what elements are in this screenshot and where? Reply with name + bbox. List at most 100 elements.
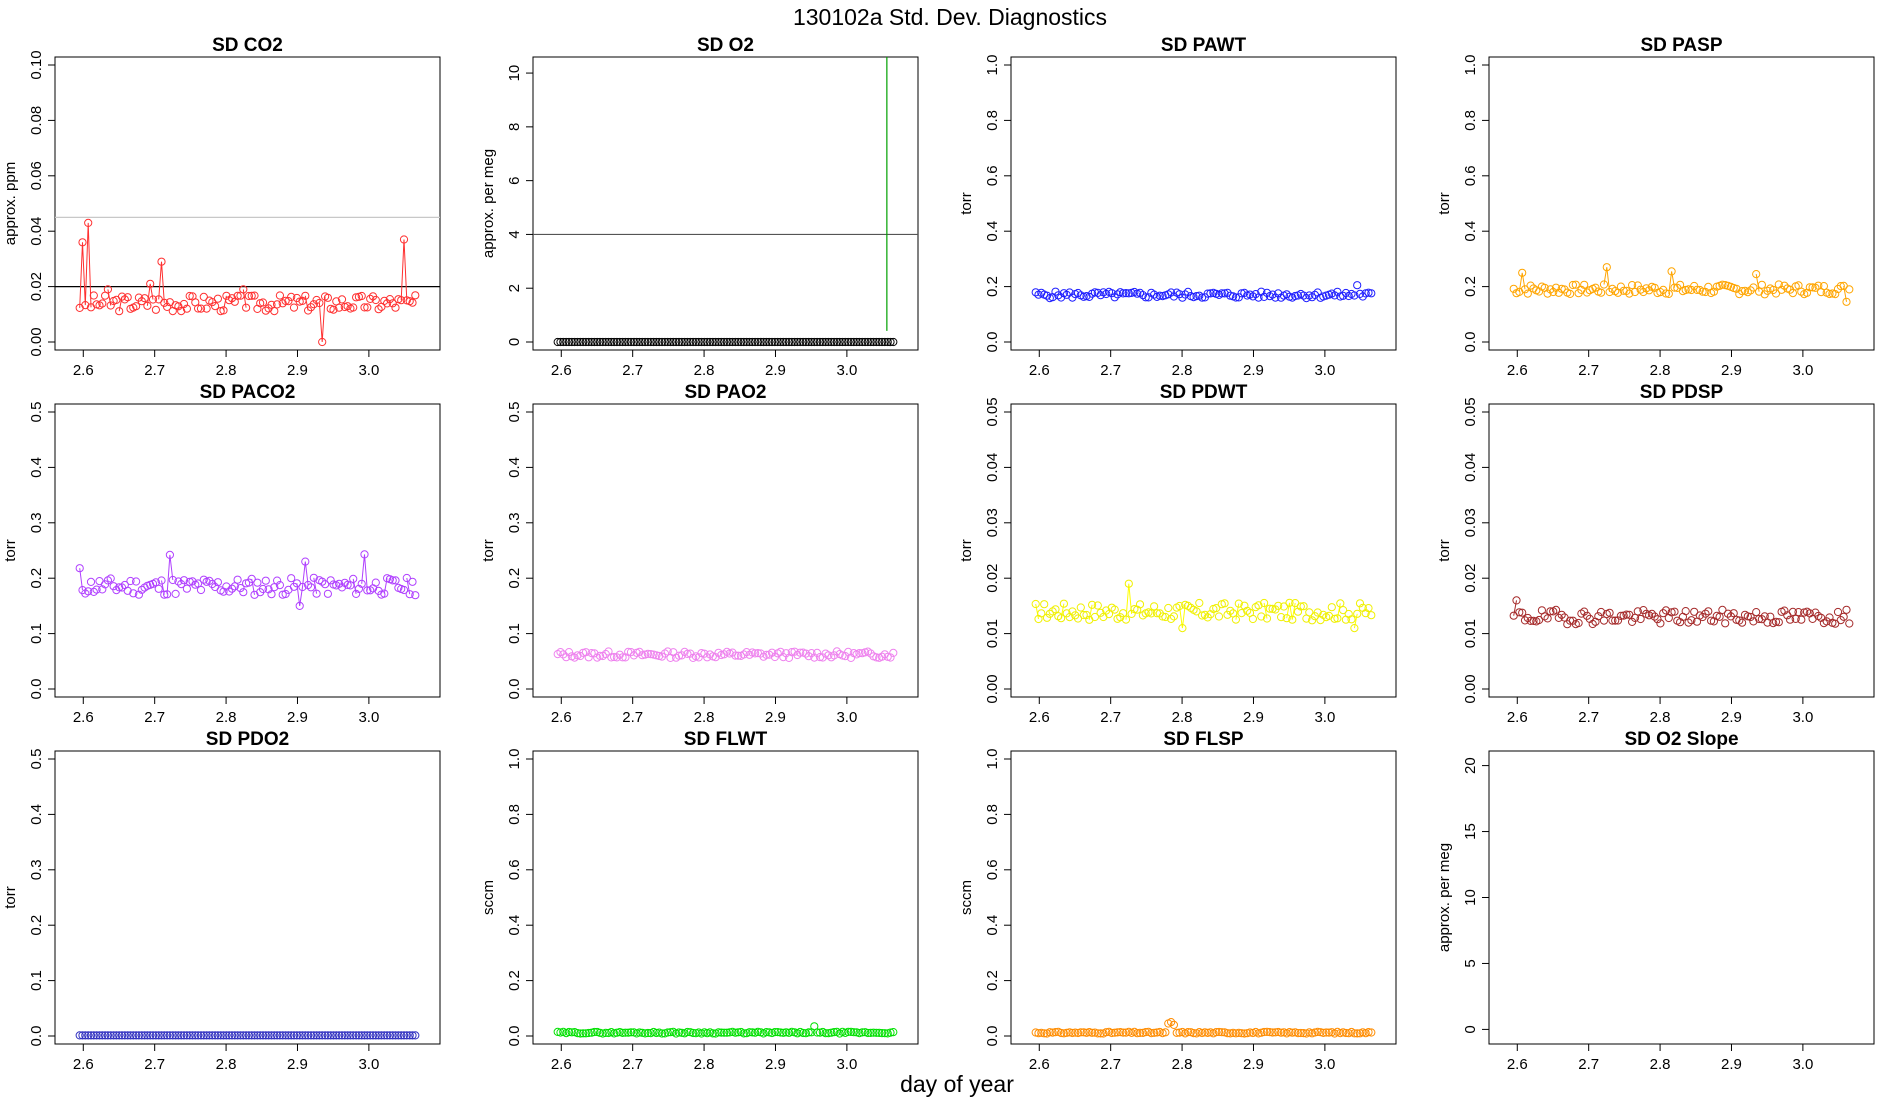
data-point [1687, 616, 1696, 625]
data-point [790, 337, 799, 347]
data-point [75, 1031, 84, 1040]
y-tick-label: 0.00 [1462, 674, 1479, 703]
data-point [1808, 283, 1817, 292]
data-point [216, 1031, 225, 1040]
data-point [1231, 615, 1241, 624]
data-point [318, 577, 327, 586]
data-point [1551, 605, 1561, 615]
data-point [1749, 617, 1758, 626]
data-point [191, 1031, 200, 1040]
data-point [556, 1028, 565, 1037]
data-point [762, 650, 771, 659]
data-point [689, 337, 698, 347]
y-axis-label: approx. per meg [480, 149, 497, 258]
x-tick-label: 3.0 [1314, 362, 1335, 379]
data-point [374, 305, 383, 314]
data-point [205, 1031, 214, 1040]
x-tick-label: 2.7 [144, 709, 165, 726]
data-point [137, 1031, 146, 1040]
data-point [1647, 609, 1657, 619]
data-point [1616, 611, 1626, 621]
data-point [1529, 616, 1538, 626]
data-point [179, 299, 189, 309]
data-point [657, 1029, 667, 1038]
x-tick-label: 2.9 [765, 1056, 786, 1073]
data-point [1568, 280, 1578, 290]
data-point [683, 1027, 692, 1037]
y-tick-label: 0.01 [1462, 619, 1479, 648]
data-point [1248, 614, 1258, 624]
data-point [242, 303, 251, 312]
data-point [1330, 614, 1339, 623]
y-tick-label: 0.2 [506, 568, 523, 589]
data-point [556, 337, 565, 347]
y-tick-label: 0.6 [984, 165, 1001, 186]
data-point [329, 1031, 338, 1040]
data-point [1096, 291, 1105, 300]
data-point [1664, 289, 1673, 298]
x-tick-label: 2.8 [1650, 709, 1671, 726]
data-point [106, 301, 115, 310]
data-point [1279, 602, 1289, 611]
data-point [411, 1031, 420, 1040]
data-point [866, 649, 875, 658]
data-point [1339, 291, 1348, 300]
data-point [1248, 292, 1258, 301]
x-tick-label: 2.6 [73, 709, 94, 726]
data-point [849, 337, 858, 347]
chart-title: SD O2 Slope [1624, 729, 1738, 750]
data-point [244, 1031, 253, 1040]
data-point [337, 295, 347, 304]
data-point [360, 1031, 369, 1040]
data-point [635, 337, 644, 347]
data-point [1653, 615, 1662, 624]
data-point [703, 653, 712, 662]
data-point [1195, 598, 1204, 608]
data-point [366, 294, 375, 303]
x-tick-label: 2.7 [144, 362, 165, 379]
data-point [1260, 1027, 1269, 1037]
x-tick-label: 2.9 [287, 1056, 308, 1073]
data-point [821, 337, 830, 347]
data-point [399, 235, 409, 244]
y-axis-label: torr [480, 539, 497, 562]
data-point [174, 577, 183, 586]
data-point [399, 585, 409, 595]
data-point [408, 577, 417, 586]
data-point [1293, 1029, 1303, 1038]
y-tick-label: 0.2 [28, 915, 45, 936]
data-point [84, 218, 93, 227]
data-point [151, 305, 160, 314]
data-point [784, 337, 794, 347]
data-point [1599, 280, 1609, 289]
data-point [799, 337, 808, 347]
data-point [849, 1028, 858, 1037]
data-point [1557, 610, 1566, 619]
data-point [1833, 607, 1843, 617]
data-point [677, 1028, 686, 1037]
x-tick-label: 2.7 [1100, 1056, 1121, 1073]
data-point [1828, 289, 1837, 298]
data-point [1656, 288, 1665, 297]
y-tick-label: 0.4 [984, 915, 1001, 936]
data-point [318, 1031, 327, 1040]
data-point [643, 337, 653, 347]
data-point [1164, 603, 1173, 613]
data-point [711, 653, 720, 662]
data-point [793, 650, 802, 660]
data-point [154, 1031, 163, 1040]
data-point [1296, 1028, 1305, 1038]
data-point [1574, 618, 1583, 628]
data-point [1786, 615, 1795, 624]
chart-title: SD PDO2 [206, 729, 289, 750]
chart-title: SD PDWT [1160, 382, 1248, 403]
data-point [89, 1031, 98, 1040]
data-point [213, 294, 222, 303]
data-point [1110, 605, 1119, 614]
data-point [1313, 608, 1322, 617]
data-point [720, 650, 729, 659]
x-tick-label: 2.6 [1507, 1056, 1528, 1073]
x-tick-label: 2.9 [1243, 709, 1264, 726]
data-point [1757, 280, 1767, 289]
data-point [728, 337, 737, 347]
